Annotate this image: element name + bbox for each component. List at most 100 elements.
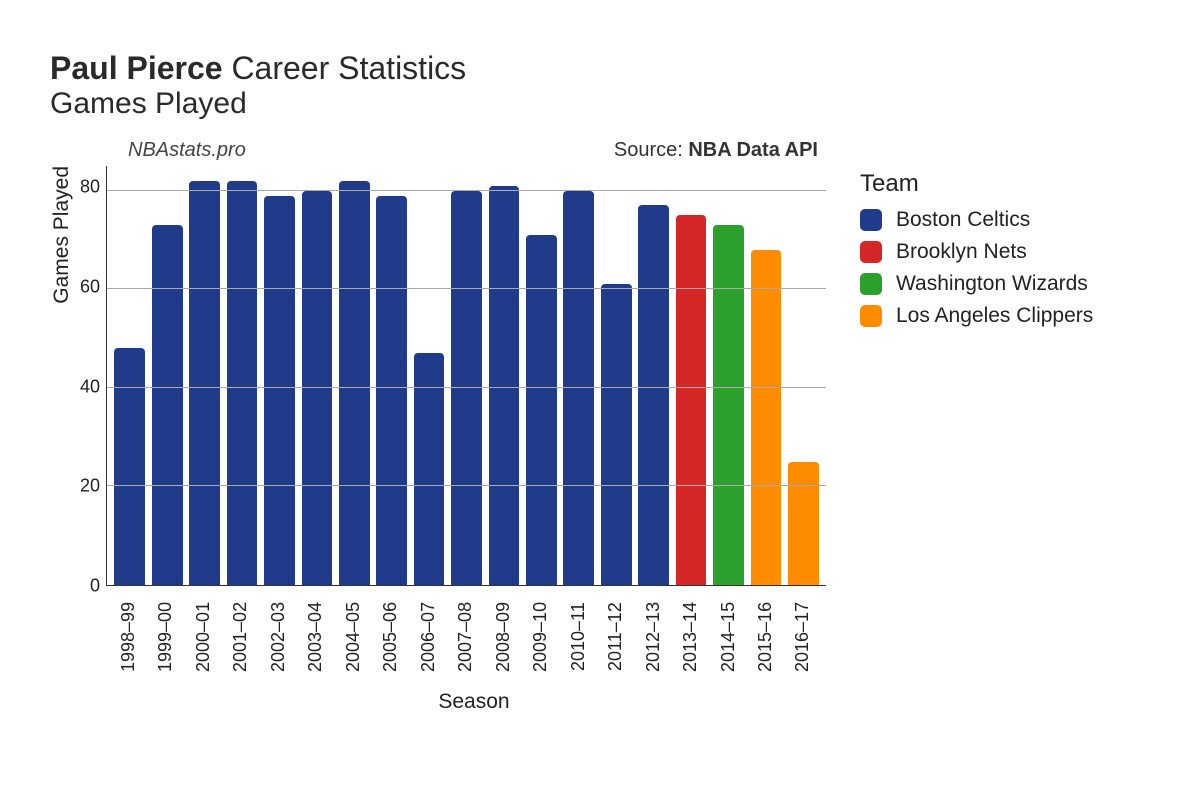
bar-slot [298, 166, 335, 585]
y-tick: 40 [80, 376, 100, 397]
title-block: Paul Pierce Career Statistics Games Play… [50, 50, 1160, 121]
bar [563, 191, 594, 585]
bar [302, 191, 333, 585]
x-tick: 2012–13 [643, 592, 680, 682]
legend-swatch [860, 241, 882, 263]
bar [788, 462, 819, 585]
plot-area [106, 166, 826, 586]
x-tick: 1999–00 [155, 592, 192, 682]
bar [264, 196, 295, 585]
gridline [107, 190, 826, 191]
chart-container: Paul Pierce Career Statistics Games Play… [0, 0, 1200, 800]
legend-label: Boston Celtics [896, 208, 1030, 232]
source-text: Source: NBA Data API [614, 139, 818, 162]
bar-slot [373, 166, 410, 585]
plot-column: 806040200 1998–991999–002000–012001–0220… [80, 166, 834, 714]
y-tick: 0 [90, 576, 100, 597]
bar [152, 225, 183, 585]
bar-slot [747, 166, 784, 585]
bar [227, 181, 258, 585]
x-tick: 1998–99 [118, 592, 155, 682]
x-tick: 2000–01 [193, 592, 230, 682]
x-tick: 2013–14 [680, 592, 717, 682]
x-tick: 2010–11 [568, 592, 605, 682]
legend-swatch [860, 209, 882, 231]
bar [751, 250, 782, 585]
source-name: NBA Data API [688, 139, 818, 161]
bar [489, 186, 520, 585]
x-tick: 2007–08 [455, 592, 492, 682]
bar-slot [672, 166, 709, 585]
legend-item: Washington Wizards [860, 272, 1093, 296]
bar-slot [223, 166, 260, 585]
bar-slot [111, 166, 148, 585]
bar-slot [598, 166, 635, 585]
x-tick: 2004–05 [343, 592, 380, 682]
bar-slot [485, 166, 522, 585]
bar-slot [336, 166, 373, 585]
gridline [107, 387, 826, 388]
legend-item: Brooklyn Nets [860, 240, 1093, 264]
x-axis-ticks: 1998–991999–002000–012001–022002–032003–… [114, 586, 834, 682]
title-bold: Paul Pierce [50, 50, 223, 86]
title-rest: Career Statistics [223, 50, 467, 86]
y-axis-label: Games Played [50, 166, 74, 414]
bar [601, 284, 632, 585]
bar [376, 196, 407, 585]
bar [339, 181, 370, 585]
gridline [107, 485, 826, 486]
x-tick: 2011–12 [605, 592, 642, 682]
x-tick: 2009–10 [530, 592, 567, 682]
chart-title: Paul Pierce Career Statistics [50, 50, 1160, 87]
legend-swatch [860, 305, 882, 327]
legend-swatch [860, 273, 882, 295]
y-axis-ticks: 806040200 [80, 166, 106, 586]
bar [414, 353, 445, 585]
bar-slot [785, 166, 822, 585]
x-tick: 2014–15 [718, 592, 755, 682]
bar-slot [261, 166, 298, 585]
bar-slot [710, 166, 747, 585]
legend-label: Los Angeles Clippers [896, 304, 1093, 328]
watermark-text: NBAstats.pro [128, 139, 246, 162]
x-tick: 2006–07 [418, 592, 455, 682]
bar [114, 348, 145, 585]
x-tick: 2016–17 [792, 592, 829, 682]
gridline [107, 288, 826, 289]
bar [676, 215, 707, 585]
y-tick: 60 [80, 276, 100, 297]
bar-slot [560, 166, 597, 585]
legend-item: Los Angeles Clippers [860, 304, 1093, 328]
legend-item: Boston Celtics [860, 208, 1093, 232]
bars-group [107, 166, 826, 585]
plot-row: 806040200 [80, 166, 834, 586]
chart-area: Games Played 806040200 1998–991999–00200… [50, 166, 1160, 714]
y-tick: 20 [80, 476, 100, 497]
bar-slot [523, 166, 560, 585]
bar-slot [186, 166, 223, 585]
legend-title: Team [860, 170, 1093, 198]
bar [713, 225, 744, 585]
bar-slot [410, 166, 447, 585]
x-tick: 2001–02 [230, 592, 267, 682]
bar [638, 205, 669, 585]
legend-label: Washington Wizards [896, 272, 1088, 296]
bar-slot [635, 166, 672, 585]
legend-items: Boston Celtics Brooklyn Nets Washington Wi… [860, 208, 1093, 328]
x-tick: 2008–09 [493, 592, 530, 682]
legend: Team Boston Celtics Brooklyn Nets Washingt… [860, 166, 1093, 336]
x-tick: 2005–06 [380, 592, 417, 682]
bar [189, 181, 220, 585]
x-axis-label: Season [114, 690, 834, 714]
source-prefix: Source: [614, 139, 688, 161]
chart-subtitle: Games Played [50, 87, 1160, 121]
y-tick: 80 [80, 177, 100, 198]
bar-slot [448, 166, 485, 585]
x-tick: 2015–16 [755, 592, 792, 682]
bar-slot [148, 166, 185, 585]
bar [451, 191, 482, 585]
legend-label: Brooklyn Nets [896, 240, 1027, 264]
x-tick: 2002–03 [268, 592, 305, 682]
meta-row: NBAstats.pro Source: NBA Data API [128, 139, 818, 162]
x-tick: 2003–04 [305, 592, 342, 682]
